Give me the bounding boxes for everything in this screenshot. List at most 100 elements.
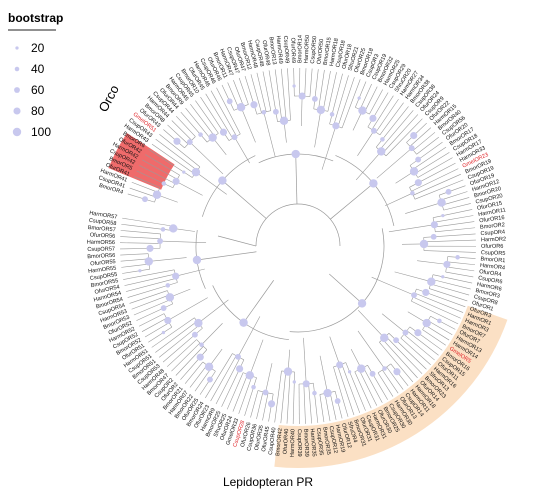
leaf-label: OfurOR6 [481,244,503,250]
branch [166,339,197,367]
bootstrap-node [164,316,172,325]
branch [430,283,470,296]
branch [319,394,325,423]
branch [414,292,464,313]
branch [409,326,443,351]
bootstrap-node [152,190,162,199]
branch [382,339,418,379]
branch [382,114,419,154]
branch [354,371,372,409]
bootstrap-node [250,101,258,109]
branch [171,120,192,141]
branch [309,68,313,97]
branch [234,136,250,164]
branch [142,159,178,180]
bootstrap-node [409,167,419,176]
bootstrap-node [334,398,341,404]
branch [175,268,205,277]
branch [256,391,264,420]
bootstrap-node [291,149,300,159]
bootstrap-node [298,92,306,100]
branch [268,393,274,422]
leaf-label: CsupOR48 [253,39,264,67]
bootstrap-node [173,137,181,145]
branch [144,322,170,338]
branch [327,72,337,112]
leaf-label: OfurOR48 [261,40,271,66]
bootstrap-node [441,275,445,279]
branch [201,323,223,345]
bootstrap-node [371,127,377,134]
branch [159,134,201,168]
root-arc [255,203,341,247]
leaf-label: BmorOR56 [87,253,115,260]
branch [136,303,173,321]
branch [205,353,233,399]
leaf-label: HarmOR19 [334,424,346,453]
leaf-label: HarmOR55 [88,265,117,274]
branch [233,80,244,107]
branch [136,170,174,189]
orco-clade-band [108,133,175,190]
branch [415,152,450,174]
branch [357,130,375,157]
branch [238,376,253,414]
branch [184,361,204,384]
branch [435,227,476,233]
branch [429,288,468,302]
leaf-label: BmorOR1 [480,256,505,264]
branch [120,253,149,256]
legend-label: 20 [31,41,45,55]
branch [333,366,349,417]
leaf-labels: BmorOR4CsupOR41HarmOR41OfurOR41BmorOR5Cs… [87,35,507,458]
branch [232,374,248,412]
bootstrap-node [415,156,422,163]
bootstrap-node [236,103,246,112]
branch [249,339,264,376]
leaf-label: CsupOR4 [480,229,505,237]
bootstrap-node [146,244,154,252]
branch [417,157,453,178]
branch [120,236,161,239]
branch [330,183,374,220]
branch [155,138,198,171]
branch [265,363,273,393]
bootstrap-node [161,330,166,335]
bootstrap-node [357,299,367,308]
leaf-label: HarmOR50 [304,35,311,64]
branch [445,271,474,278]
branch [189,141,224,175]
leaf-label: HarmOR35 [309,428,317,457]
branch [138,313,165,327]
branch [337,77,355,127]
leaf-label: OfurOR49 [289,38,296,64]
branch [240,107,256,143]
branch [363,367,383,403]
bootstrap-node [191,331,198,338]
branch [120,242,161,244]
branch [131,181,159,193]
bootstrap-node [437,318,442,324]
legend-swatch [12,127,22,137]
bootstrap-node [380,333,389,343]
branch [263,112,276,157]
branch [447,261,476,266]
leaf-label: BmorOR2 [480,222,505,231]
branch [303,383,306,424]
bootstrap-node [172,272,180,280]
branch [337,365,355,416]
bootstrap-node [443,260,451,268]
branch [167,297,208,321]
branch [180,111,208,143]
legend-swatch [13,107,21,115]
branch [293,68,295,97]
branch [413,296,461,319]
branch [355,81,367,108]
branch [139,165,176,184]
branch [176,115,196,137]
bootstrap-node [414,329,422,337]
branch [303,337,307,384]
branch [355,151,382,181]
branch [379,102,404,136]
branch [371,95,394,130]
